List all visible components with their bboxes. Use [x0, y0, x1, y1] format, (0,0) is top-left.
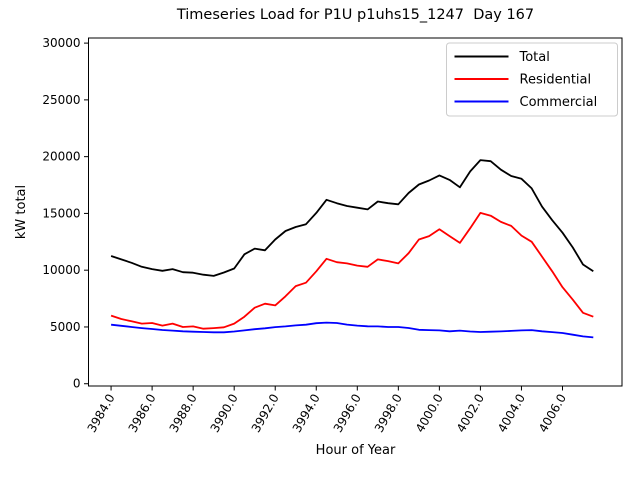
chart-title: Timeseries Load for P1U p1uhs15_1247 Day…: [176, 7, 535, 23]
y-tick-label: 20000: [42, 150, 80, 164]
legend-box: [446, 42, 618, 117]
legend-label-total: Total: [519, 50, 550, 65]
y-tick-label: 0: [73, 377, 81, 391]
y-tick-label: 15000: [42, 206, 80, 220]
x-tick-label: 3992.0: [249, 392, 282, 435]
x-tick-label: 4002.0: [454, 392, 487, 435]
x-tick-label: 3988.0: [167, 392, 200, 435]
x-tick-label: 3994.0: [290, 392, 323, 435]
x-tick-label: 3984.0: [85, 392, 118, 435]
x-tick-label: 3996.0: [331, 392, 364, 435]
series-line-total: [110, 159, 594, 277]
axes-spines: [88, 37, 623, 387]
x-tick-label: 4004.0: [495, 392, 528, 435]
x-tick-label: 3990.0: [208, 392, 241, 435]
y-tick-label: 5000: [50, 320, 81, 334]
series-line-commercial: [111, 321, 594, 339]
x-tick-label: 3986.0: [126, 392, 159, 435]
legend-label-residential: Residential: [520, 73, 592, 88]
x-axis-label: Hour of Year: [315, 443, 396, 458]
x-tick-label: 4006.0: [536, 392, 569, 435]
y-tick-label: 25000: [42, 93, 80, 107]
x-tick-label: 3998.0: [372, 392, 405, 435]
y-tick-label: 30000: [42, 36, 80, 50]
legend-label-commercial: Commercial: [520, 95, 598, 110]
series-line-residential: [110, 211, 594, 330]
y-tick-label: 10000: [42, 263, 80, 277]
y-axis-label: kW total: [14, 184, 29, 240]
x-tick-label: 4000.0: [413, 392, 446, 435]
